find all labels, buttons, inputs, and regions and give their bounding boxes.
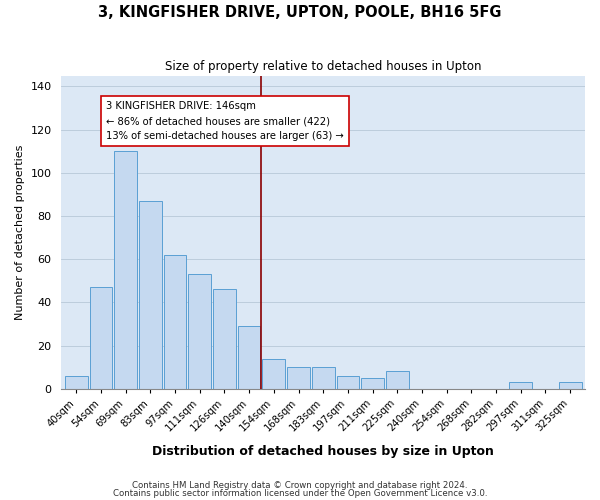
Bar xyxy=(188,274,211,388)
Title: Size of property relative to detached houses in Upton: Size of property relative to detached ho… xyxy=(165,60,481,73)
Text: 3 KINGFISHER DRIVE: 146sqm
← 86% of detached houses are smaller (422)
13% of sem: 3 KINGFISHER DRIVE: 146sqm ← 86% of deta… xyxy=(106,102,344,141)
Text: 3, KINGFISHER DRIVE, UPTON, POOLE, BH16 5FG: 3, KINGFISHER DRIVE, UPTON, POOLE, BH16 … xyxy=(98,5,502,20)
Y-axis label: Number of detached properties: Number of detached properties xyxy=(15,144,25,320)
Bar xyxy=(287,367,310,388)
Bar xyxy=(164,255,187,388)
Bar xyxy=(238,326,260,388)
Bar xyxy=(139,201,161,388)
Bar xyxy=(114,151,137,388)
Bar xyxy=(65,376,88,388)
Text: Contains HM Land Registry data © Crown copyright and database right 2024.: Contains HM Land Registry data © Crown c… xyxy=(132,480,468,490)
Bar xyxy=(559,382,581,388)
Bar xyxy=(312,367,335,388)
Bar xyxy=(509,382,532,388)
Bar xyxy=(337,376,359,388)
Bar xyxy=(262,358,285,388)
Bar xyxy=(386,372,409,388)
X-axis label: Distribution of detached houses by size in Upton: Distribution of detached houses by size … xyxy=(152,444,494,458)
Bar xyxy=(213,290,236,388)
Bar xyxy=(89,287,112,388)
Text: Contains public sector information licensed under the Open Government Licence v3: Contains public sector information licen… xyxy=(113,489,487,498)
Bar xyxy=(361,378,384,388)
